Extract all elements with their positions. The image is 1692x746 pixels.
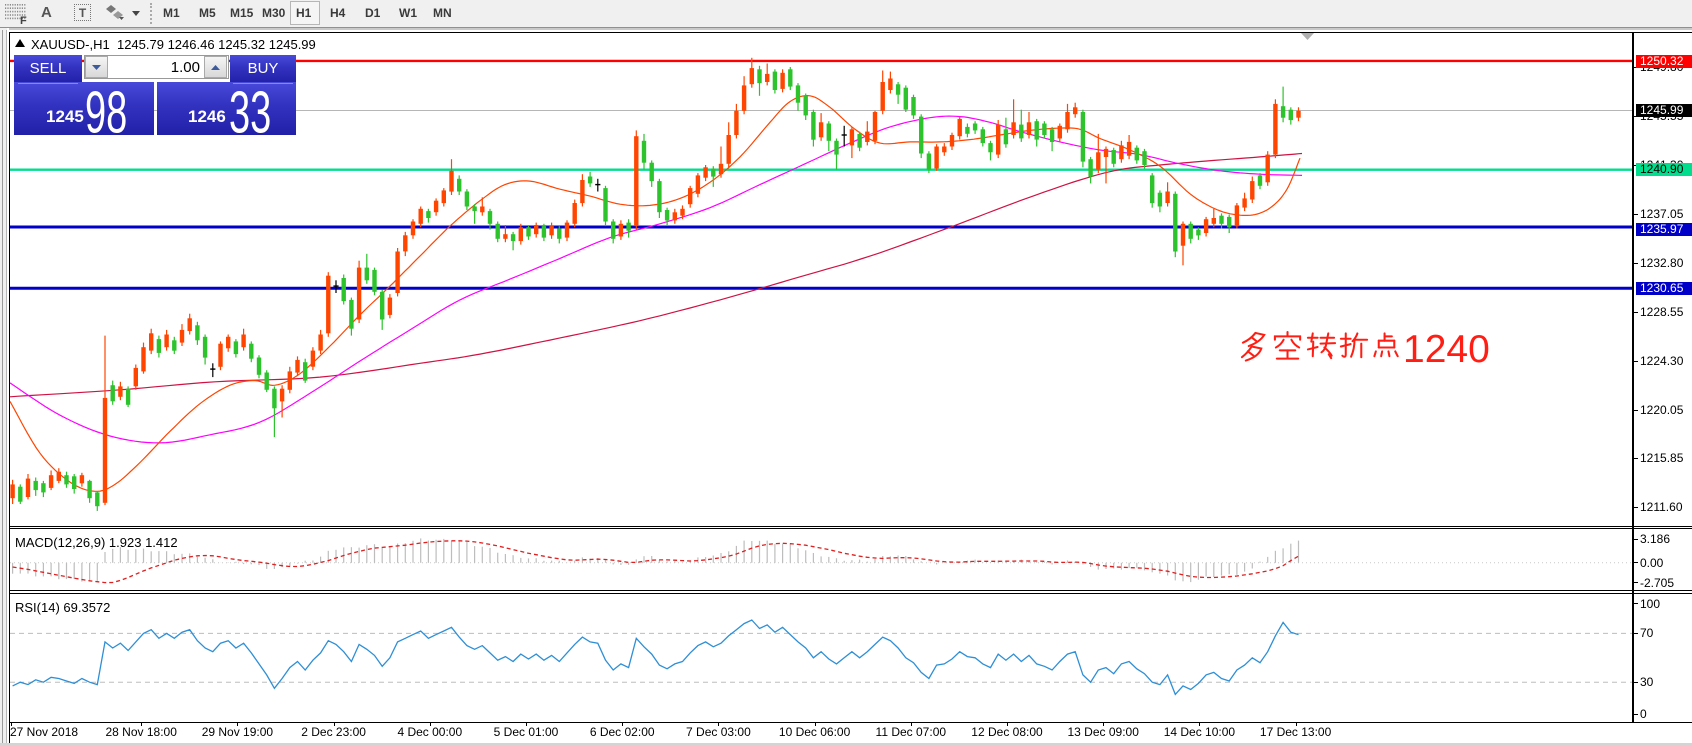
svg-text:F: F bbox=[20, 15, 27, 25]
svg-text:1240: 1240 bbox=[1403, 330, 1490, 370]
